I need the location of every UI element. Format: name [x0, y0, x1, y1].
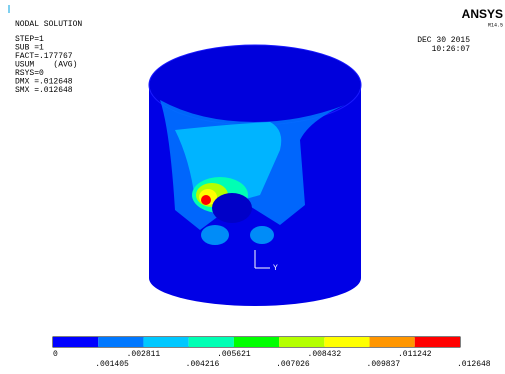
date: DEC 30 2015	[417, 36, 470, 45]
contour-band	[201, 195, 211, 205]
ansys-window: NODAL SOLUTION STEP=1SUB =1FACT=.177767U…	[0, 0, 505, 374]
legend-swatch	[415, 337, 460, 347]
corner-mark	[8, 5, 10, 13]
legend-label: .004216	[186, 360, 220, 369]
legend-label: .011242	[398, 350, 432, 359]
legend-label: .002811	[127, 350, 161, 359]
info-line: SMX =.012648	[15, 86, 73, 95]
legend-swatch	[143, 337, 188, 347]
title: NODAL SOLUTION	[15, 20, 82, 29]
legend-swatch	[279, 337, 324, 347]
legend-label: .009837	[367, 360, 401, 369]
legend-label: .008432	[308, 350, 342, 359]
hole	[212, 193, 252, 223]
legend-swatch	[324, 337, 369, 347]
contour-band	[201, 225, 229, 245]
legend-label: .005621	[217, 350, 251, 359]
triad-label: Y	[273, 264, 278, 273]
contour-band	[250, 226, 274, 244]
legend-label: .012648	[457, 360, 491, 369]
legend-swatch	[98, 337, 143, 347]
legend-swatch	[370, 337, 415, 347]
version: R14.5	[488, 22, 503, 28]
legend-label: .001405	[95, 360, 129, 369]
time: 10:26:07	[432, 45, 471, 54]
legend-swatch	[53, 337, 98, 347]
legend-label: 0	[53, 350, 58, 359]
logo: ANSYS	[462, 7, 503, 21]
legend-label: .007026	[276, 360, 310, 369]
legend-swatch	[189, 337, 234, 347]
legend-swatch	[234, 337, 279, 347]
